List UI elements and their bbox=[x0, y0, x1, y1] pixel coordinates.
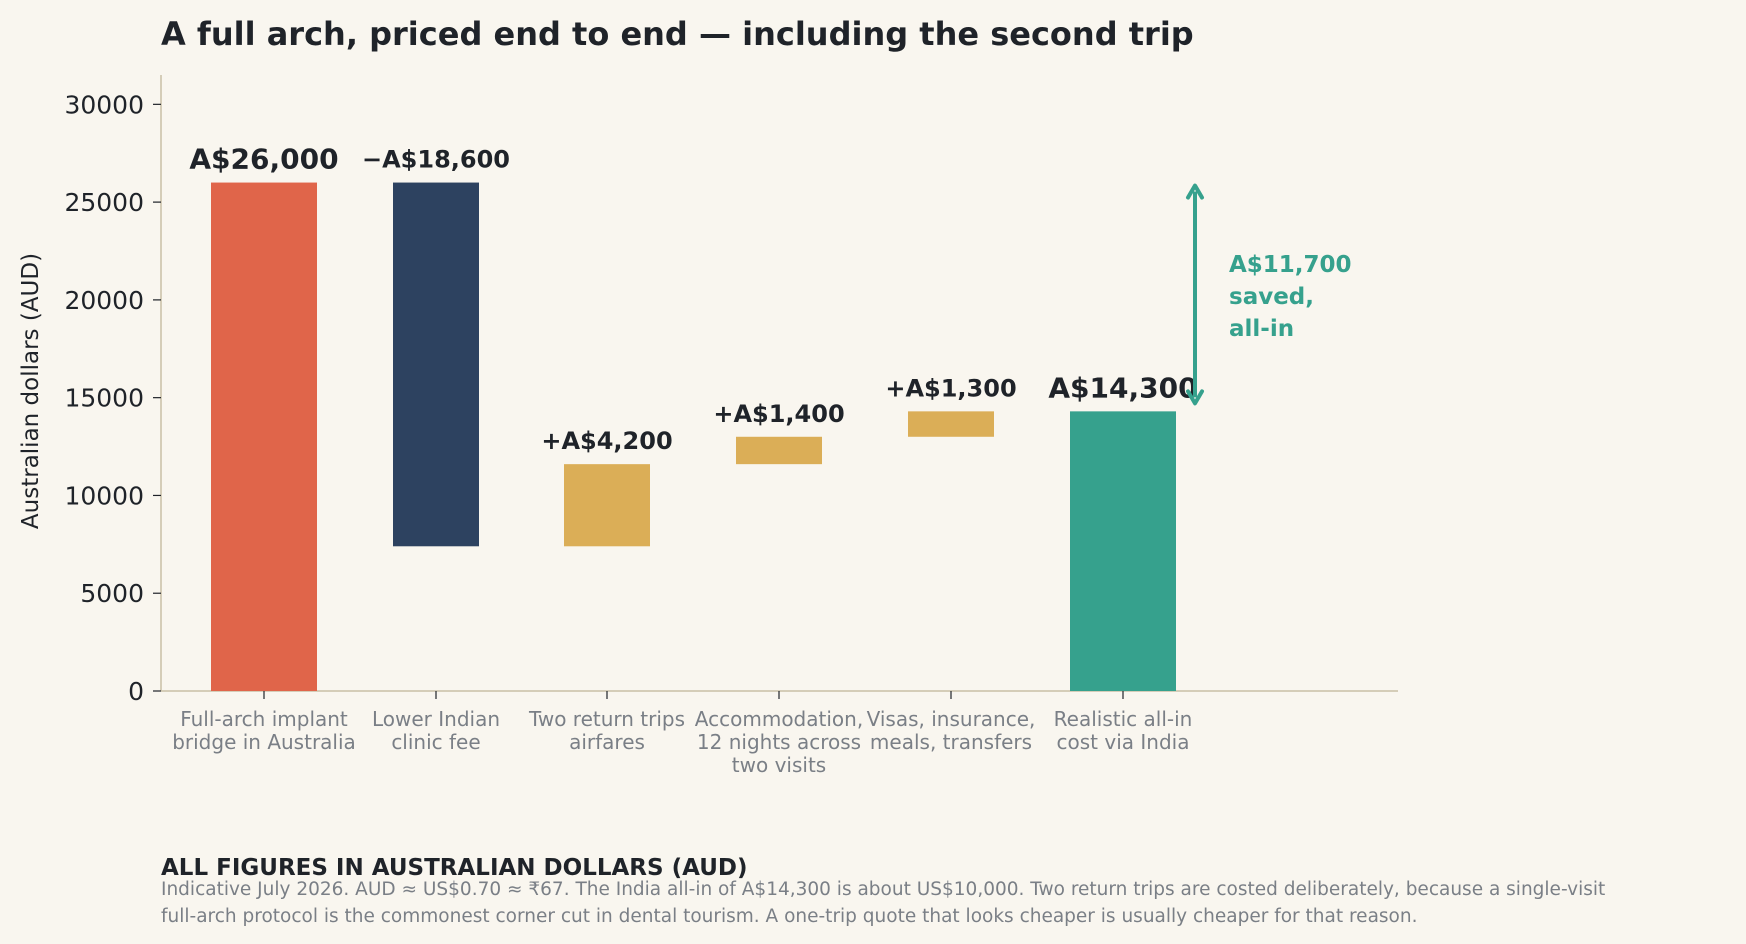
y-tick-label: 10000 bbox=[64, 481, 144, 510]
x-tick-label: Accommodation, 12 nights across two visits bbox=[695, 707, 863, 777]
x-tick-label: Realistic all-in cost via India bbox=[1054, 707, 1193, 754]
data-label: +A$1,400 bbox=[713, 400, 844, 428]
x-tick-label: Lower Indian clinic fee bbox=[372, 707, 500, 754]
x-tick-label: Visas, insurance, meals, transfers bbox=[867, 707, 1036, 754]
bars bbox=[211, 182, 1176, 692]
footnote-heading: ALL FIGURES IN AUSTRALIAN DOLLARS (AUD) bbox=[161, 855, 747, 881]
bar bbox=[908, 411, 994, 437]
y-tick-label: 15000 bbox=[64, 384, 144, 413]
x-tick-labels: Full-arch implant bridge in Australia Lowe… bbox=[172, 707, 1192, 777]
data-label: +A$4,200 bbox=[541, 427, 672, 455]
y-tick-label: 30000 bbox=[64, 90, 144, 119]
arrow-head-up bbox=[1186, 183, 1204, 200]
y-tick-label: 20000 bbox=[64, 286, 144, 315]
y-tick-label: 5000 bbox=[80, 579, 144, 608]
savings-annotation: A$11,700 saved, all-in bbox=[1186, 183, 1352, 406]
axes: 0 5000 10000 15000 20000 25000 30000 Australian… bbox=[18, 75, 1398, 706]
y-tick-label: 25000 bbox=[64, 188, 144, 217]
data-label: A$26,000 bbox=[189, 143, 338, 176]
x-tick-label: Two return trips airfares bbox=[528, 707, 685, 754]
bar bbox=[1070, 411, 1176, 691]
x-tick-label: Full-arch implant bridge in Australia bbox=[172, 707, 356, 754]
bar bbox=[564, 464, 650, 547]
value-labels: A$26,000 −A$18,600 +A$4,200 +A$1,400 +A$1,30… bbox=[189, 143, 1197, 456]
bar bbox=[211, 182, 317, 692]
bar bbox=[393, 182, 479, 547]
y-tick-label: 0 bbox=[128, 677, 144, 706]
bar bbox=[736, 436, 822, 465]
y-axis-label: Australian dollars (AUD) bbox=[18, 253, 44, 529]
footnote-line: full-arch protocol is the commonest corn… bbox=[161, 906, 1417, 927]
chart-title: A full arch, priced end to end — includi… bbox=[161, 15, 1194, 53]
arrow-head-down bbox=[1186, 389, 1204, 406]
data-label: −A$18,600 bbox=[362, 146, 510, 174]
savings-label: A$11,700 saved, all-in bbox=[1229, 252, 1352, 342]
data-label: A$14,300 bbox=[1048, 371, 1197, 404]
data-label: +A$1,300 bbox=[885, 374, 1016, 402]
footnote-line: Indicative July 2026. AUD ≈ US$0.70 ≈ ₹6… bbox=[161, 879, 1605, 900]
